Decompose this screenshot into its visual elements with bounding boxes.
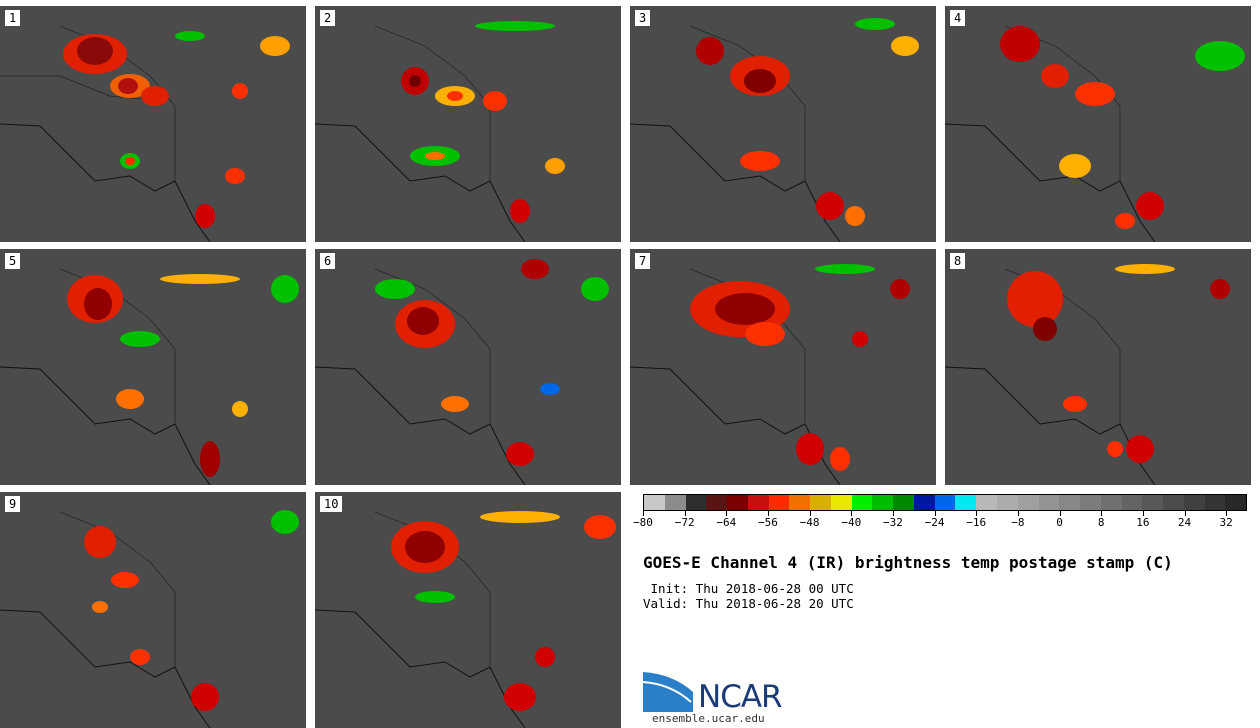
colorbar-swatch: [1142, 495, 1164, 510]
postage-stamp-panel-5: 5: [0, 249, 306, 485]
colorbar-swatch: [872, 495, 894, 510]
colorbar-swatch: [1038, 495, 1060, 510]
colorbar-swatch: [810, 495, 831, 510]
postage-stamp-panel-4: 4: [945, 6, 1251, 242]
ir-map: [315, 21, 565, 242]
ir-map: [315, 259, 609, 485]
colorbar-tick: [1017, 511, 1019, 516]
postage-stamp-panel-9: 9: [0, 492, 306, 728]
colorbar-swatch: [1080, 495, 1101, 510]
colorbar-swatch: [685, 495, 707, 510]
colorbar-tick-label: −48: [799, 516, 820, 529]
colorbar-tick: [684, 511, 686, 516]
colorbar-swatch: [727, 495, 748, 510]
colorbar-swatch: [1100, 495, 1122, 510]
colorbar-swatch: [747, 495, 769, 510]
ir-map: [945, 25, 1245, 242]
colorbar-swatch: [830, 495, 852, 510]
colorbar-swatch: [664, 495, 686, 510]
colorbar-tick-label: −16: [966, 516, 987, 529]
logo-url: ensemble.ucar.edu: [652, 712, 765, 725]
colorbar-swatch: [955, 495, 977, 510]
panel-label: 2: [320, 10, 336, 26]
colorbar-tick-label: −32: [882, 516, 903, 529]
postage-stamp-panel-10: 10: [315, 492, 621, 728]
colorbar-swatch: [893, 495, 914, 510]
postage-stamp-panel-7: 7: [630, 249, 936, 485]
colorbar-tick-label: −64: [716, 516, 737, 529]
valid-time: Valid: Thu 2018-06-28 20 UTC: [643, 596, 854, 611]
ir-map: [0, 25, 290, 242]
ir-map: [630, 264, 910, 485]
colorbar-tick-label: 32: [1219, 516, 1233, 529]
colorbar-tick-label: 8: [1097, 516, 1105, 529]
colorbar-tick-label: −24: [924, 516, 945, 529]
colorbar-tick-label: −72: [674, 516, 695, 529]
panel-label: 5: [5, 253, 21, 269]
colorbar-tick: [1101, 511, 1103, 516]
colorbar-swatch: [1163, 495, 1184, 510]
colorbar-tick: [851, 511, 853, 516]
colorbar-swatch: [851, 495, 873, 510]
colorbar-tick-label: 0: [1056, 516, 1063, 529]
colorbar-tick-label: −56: [758, 516, 778, 529]
ir-map: [315, 511, 616, 728]
colorbar-tick-label: 24: [1177, 516, 1192, 529]
temperature-colorbar: [643, 494, 1247, 511]
panel-label: 9: [5, 496, 21, 512]
colorbar-swatch: [976, 495, 998, 510]
ncar-logo-icon: [643, 672, 693, 712]
postage-stamp-panel-3: 3: [630, 6, 936, 242]
ir-map: [0, 510, 299, 728]
postage-stamp-panel-1: 1: [0, 6, 306, 242]
ir-map: [945, 264, 1230, 485]
colorbar-tick-label: −80: [633, 516, 653, 529]
colorbar-swatch: [1059, 495, 1081, 510]
panel-label: 4: [950, 10, 966, 26]
panel-label: 6: [320, 253, 336, 269]
panel-label: 3: [635, 10, 651, 26]
colorbar-tick: [934, 511, 936, 516]
postage-stamp-panel-2: 2: [315, 6, 621, 242]
colorbar-tick: [1184, 511, 1186, 516]
panel-label: 7: [635, 253, 651, 269]
panel-label: 1: [5, 10, 21, 26]
postage-stamp-panel-8: 8: [945, 249, 1251, 485]
colorbar-tick: [726, 511, 728, 516]
colorbar-tick: [643, 511, 644, 516]
colorbar-tick: [1142, 511, 1144, 516]
panel-label: 8: [950, 253, 966, 269]
colorbar-tick-label: −8: [1011, 516, 1025, 529]
colorbar-swatch: [644, 495, 665, 510]
colorbar-swatch: [1204, 495, 1226, 510]
colorbar-tick: [892, 511, 894, 516]
colorbar-swatch: [1183, 495, 1205, 510]
init-time: Init: Thu 2018-06-28 00 UTC: [643, 581, 854, 596]
colorbar-swatch: [934, 495, 956, 510]
colorbar-tick: [1059, 511, 1061, 516]
colorbar-tick: [809, 511, 811, 516]
colorbar-ticks: −80 −72 −64 −56 −48 −40 −32 −24 −16 −8 0 8 16 24 32: [633, 511, 1247, 531]
colorbar-swatch: [768, 495, 790, 510]
colorbar-tick-label: 16: [1136, 516, 1150, 529]
colorbar-swatch: [1017, 495, 1039, 510]
colorbar-swatch: [913, 495, 935, 510]
colorbar-swatch: [1121, 495, 1143, 510]
ir-map: [630, 18, 919, 242]
colorbar-tick-label: −40: [841, 516, 862, 529]
colorbar-swatch: [1225, 495, 1247, 510]
colorbar-tick: [767, 511, 769, 516]
colorbar-tick: [1226, 511, 1228, 516]
ir-map: [0, 268, 299, 485]
postage-stamp-panel-6: 6: [315, 249, 621, 485]
chart-title: GOES-E Channel 4 (IR) brightness temp po…: [643, 553, 1173, 572]
colorbar-swatch: [997, 495, 1018, 510]
panel-label: 10: [320, 496, 343, 512]
colorbar-swatch: [706, 495, 728, 510]
colorbar-tick: [976, 511, 978, 516]
logo-name: NCAR: [698, 679, 783, 715]
colorbar-swatch: [789, 495, 811, 510]
